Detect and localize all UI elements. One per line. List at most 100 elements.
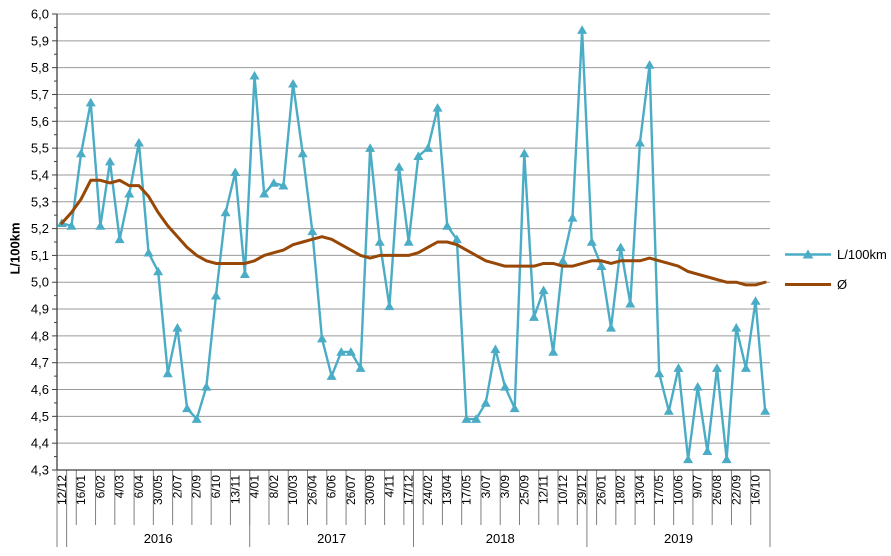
legend-item-average[interactable]: Ø xyxy=(784,277,887,292)
x-tick-label: 13/04 xyxy=(633,475,647,505)
series-l100km[interactable] xyxy=(56,25,771,464)
data-point-marker[interactable] xyxy=(528,312,539,321)
data-point-marker[interactable] xyxy=(76,148,87,158)
data-point-marker[interactable] xyxy=(239,269,250,278)
data-point-marker[interactable] xyxy=(471,414,482,423)
y-tick-label: 5,5 xyxy=(31,141,49,156)
data-point-marker[interactable] xyxy=(210,290,221,300)
series-l100km-line[interactable] xyxy=(60,28,767,461)
data-point-marker[interactable] xyxy=(278,180,289,190)
data-point-marker[interactable] xyxy=(451,234,462,244)
data-point-marker[interactable] xyxy=(384,301,395,311)
data-point-marker[interactable] xyxy=(654,368,665,378)
y-tick-label: 5,1 xyxy=(31,248,49,263)
data-point-marker[interactable] xyxy=(133,137,144,147)
data-point-marker[interactable] xyxy=(519,148,530,158)
data-point-marker[interactable] xyxy=(374,237,385,246)
y-tick-label: 4,9 xyxy=(31,302,49,317)
data-point-marker[interactable] xyxy=(153,266,164,276)
data-point-marker[interactable] xyxy=(606,323,617,332)
data-point-marker[interactable] xyxy=(731,323,742,332)
data-point-marker[interactable] xyxy=(288,78,299,88)
data-point-marker[interactable] xyxy=(162,368,173,378)
legend-item-l100km[interactable]: L/100km xyxy=(784,247,887,262)
data-point-marker[interactable] xyxy=(557,255,568,265)
data-point-marker[interactable] xyxy=(567,213,578,222)
data-point-marker[interactable] xyxy=(403,237,414,246)
data-point-marker[interactable] xyxy=(336,347,347,356)
x-tick-label: 16/01 xyxy=(74,475,88,505)
data-point-marker[interactable] xyxy=(345,347,356,356)
data-point-marker[interactable] xyxy=(191,414,202,423)
data-point-marker[interactable] xyxy=(740,363,751,372)
x-tick-label: 25/09 xyxy=(517,475,531,505)
x-tick-label: 6/04 xyxy=(132,475,146,499)
data-point-marker[interactable] xyxy=(201,382,212,391)
data-point-marker[interactable] xyxy=(104,156,115,166)
y-tick-label: 5,9 xyxy=(31,33,49,48)
data-point-marker[interactable] xyxy=(615,242,626,252)
data-point-marker[interactable] xyxy=(509,403,520,413)
data-point-marker[interactable] xyxy=(413,151,424,160)
data-point-marker[interactable] xyxy=(143,247,154,257)
data-point-marker[interactable] xyxy=(316,333,327,343)
series-average-line[interactable] xyxy=(60,178,767,287)
data-point-marker[interactable] xyxy=(172,323,183,332)
data-point-marker[interactable] xyxy=(760,406,771,415)
data-point-marker[interactable] xyxy=(702,446,713,456)
data-point-marker[interactable] xyxy=(297,148,308,158)
data-point-marker[interactable] xyxy=(721,454,732,464)
data-point-marker[interactable] xyxy=(480,398,491,407)
data-point-marker[interactable] xyxy=(220,207,231,217)
data-point-marker[interactable] xyxy=(683,454,694,464)
y-axis-labels: 6,0 5,9 5,8 5,7 5,6 5,5 5,4 5,3 5,2 5,1 5,0 4,9 4,8 4… xyxy=(31,7,49,478)
data-point-marker[interactable] xyxy=(422,143,433,152)
data-point-marker[interactable] xyxy=(432,103,443,112)
y-tick-label: 5,3 xyxy=(31,194,49,209)
data-point-marker[interactable] xyxy=(394,162,405,171)
data-point-marker[interactable] xyxy=(66,221,77,230)
x-tick-label: 3/09 xyxy=(498,475,512,499)
data-point-marker[interactable] xyxy=(230,167,241,177)
x-tick-label: 10/06 xyxy=(671,475,685,505)
x-tick-label: 10/03 xyxy=(286,475,300,505)
data-point-marker[interactable] xyxy=(548,347,559,356)
data-point-marker[interactable] xyxy=(249,70,260,80)
y-tick-label: 5,8 xyxy=(31,60,49,75)
data-point-marker[interactable] xyxy=(268,178,279,187)
data-point-marker[interactable] xyxy=(644,60,655,69)
data-point-marker[interactable] xyxy=(259,188,270,198)
data-point-marker[interactable] xyxy=(95,221,106,230)
data-point-marker[interactable] xyxy=(577,25,588,34)
data-point-marker[interactable] xyxy=(490,344,501,354)
x-tick-label: 30/09 xyxy=(363,475,377,505)
y-tick-label: 4,3 xyxy=(31,463,49,478)
data-point-marker[interactable] xyxy=(461,414,472,423)
data-point-marker[interactable] xyxy=(586,237,597,246)
data-point-marker[interactable] xyxy=(182,403,193,413)
data-point-marker[interactable] xyxy=(365,143,376,152)
data-point-marker[interactable] xyxy=(712,363,723,372)
data-point-marker[interactable] xyxy=(673,363,684,372)
x-axis-ticks xyxy=(56,470,771,547)
data-point-marker[interactable] xyxy=(500,382,511,391)
data-point-marker[interactable] xyxy=(114,234,125,244)
data-point-marker[interactable] xyxy=(124,188,135,198)
data-point-marker[interactable] xyxy=(442,221,453,230)
gridlines xyxy=(52,13,770,471)
data-point-marker[interactable] xyxy=(750,296,761,305)
data-point-marker[interactable] xyxy=(307,226,318,236)
data-point-marker[interactable] xyxy=(538,285,549,295)
data-point-marker[interactable] xyxy=(326,371,337,380)
data-point-marker[interactable] xyxy=(596,261,607,270)
year-label: 2016 xyxy=(144,531,173,546)
data-point-marker[interactable] xyxy=(355,363,366,372)
y-tick-label: 4,7 xyxy=(31,355,49,370)
x-tick-label: 4/03 xyxy=(113,475,127,499)
data-point-marker[interactable] xyxy=(634,137,645,147)
data-point-marker[interactable] xyxy=(625,298,636,308)
data-point-marker[interactable] xyxy=(663,406,674,415)
data-point-marker[interactable] xyxy=(85,97,96,107)
data-point-marker[interactable] xyxy=(692,382,703,391)
